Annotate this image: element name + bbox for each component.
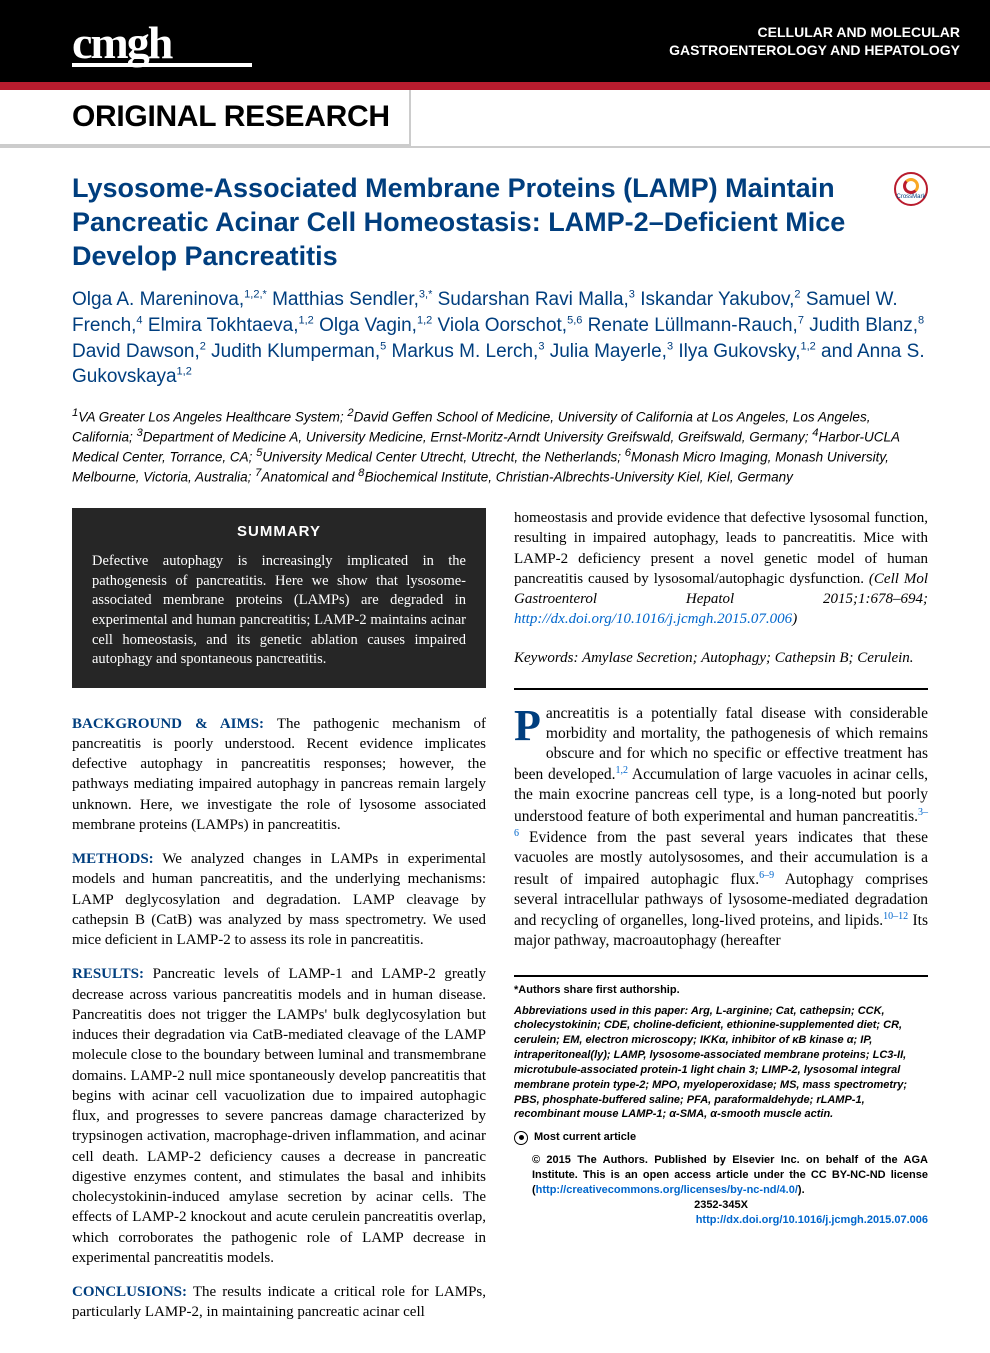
abstract-background: BACKGROUND & AIMS: The pathogenic mechan…: [72, 714, 486, 836]
most-current-icon: [514, 1131, 528, 1145]
summary-title: SUMMARY: [92, 522, 466, 542]
abbreviations: Abbreviations used in this paper: Arg, L…: [514, 1004, 928, 1123]
authors-list: Olga A. Mareninova,1,2,* Matthias Sendle…: [72, 287, 928, 390]
body-columns: SUMMARY Defective autophagy is increasin…: [72, 508, 928, 1323]
article-title: Lysosome-Associated Membrane Proteins (L…: [72, 172, 894, 273]
background-label: BACKGROUND & AIMS:: [72, 716, 264, 732]
journal-logo-wrap: cmgh: [72, 16, 252, 67]
abstract-methods: METHODS: We analyzed changes in LAMPs in…: [72, 849, 486, 950]
abbrev-text: Arg, L-arginine; Cat, cathepsin; CCK, ch…: [514, 1005, 907, 1121]
article-content: Lysosome-Associated Membrane Proteins (L…: [0, 148, 990, 1353]
journal-name: CELLULAR AND MOLECULAR GASTROENTEROLOGY …: [669, 23, 960, 59]
conclusions-continued: homeostasis and provide evidence that de…: [514, 508, 928, 630]
journal-name-line1: CELLULAR AND MOLECULAR: [669, 23, 960, 41]
crossmark-icon[interactable]: CrossMark: [894, 172, 928, 206]
section-divider: [514, 688, 928, 690]
intro-text: ancreatitis is a potentially fatal disea…: [514, 705, 928, 949]
right-column: homeostasis and provide evidence that de…: [514, 508, 928, 1323]
abstract-results: RESULTS: Pancreatic levels of LAMP-1 and…: [72, 964, 486, 1268]
crossmark-label: CrossMark: [896, 194, 925, 200]
results-text: Pancreatic levels of LAMP-1 and LAMP-2 g…: [72, 966, 486, 1266]
affiliations: 1VA Greater Los Angeles Healthcare Syste…: [72, 406, 928, 486]
background-text: The pathogenic mechanism of pancreatitis…: [72, 716, 486, 833]
red-accent-bar: [0, 82, 990, 90]
results-label: RESULTS:: [72, 966, 144, 982]
journal-header: cmgh CELLULAR AND MOLECULAR GASTROENTERO…: [0, 0, 990, 82]
conclusions-label: CONCLUSIONS:: [72, 1284, 187, 1300]
footer-divider: [514, 975, 928, 977]
crossmark-ring-icon: [903, 178, 919, 194]
conclusions-cont-text: homeostasis and provide evidence that de…: [514, 510, 928, 587]
citation-link[interactable]: http://dx.doi.org/10.1016/j.jcmgh.2015.0…: [514, 611, 792, 627]
shared-authorship-note: *Authors share first authorship.: [514, 983, 928, 998]
keywords-text: Amylase Secretion; Autophagy; Cathepsin …: [582, 650, 914, 666]
abstract-conclusions: CONCLUSIONS: The results indicate a crit…: [72, 1282, 486, 1323]
most-current-badge: Most current article: [514, 1130, 928, 1145]
issn: 2352-345X: [514, 1198, 928, 1213]
journal-name-line2: GASTROENTEROLOGY AND HEPATOLOGY: [669, 41, 960, 59]
intro-paragraph: Pancreatitis is a potentially fatal dise…: [514, 704, 928, 951]
summary-text: Defective autophagy is increasingly impl…: [92, 552, 466, 669]
section-label-wrap: ORIGINAL RESEARCH: [0, 90, 990, 148]
section-label: ORIGINAL RESEARCH: [0, 90, 411, 146]
copyright: © 2015 The Authors. Published by Elsevie…: [514, 1153, 928, 1198]
keywords: Keywords: Amylase Secretion; Autophagy; …: [514, 648, 928, 668]
title-row: Lysosome-Associated Membrane Proteins (L…: [72, 172, 928, 273]
journal-logo: cmgh: [72, 16, 252, 69]
doi-link: http://dx.doi.org/10.1016/j.jcmgh.2015.0…: [514, 1213, 928, 1228]
abbrev-label: Abbreviations used in this paper:: [514, 1005, 688, 1017]
keywords-label: Keywords:: [514, 650, 578, 666]
left-column: SUMMARY Defective autophagy is increasin…: [72, 508, 486, 1323]
methods-label: METHODS:: [72, 851, 154, 867]
summary-box: SUMMARY Defective autophagy is increasin…: [72, 508, 486, 688]
license-link[interactable]: http://creativecommons.org/licenses/by-n…: [536, 1184, 798, 1196]
most-current-label: Most current article: [534, 1130, 636, 1145]
doi-url[interactable]: http://dx.doi.org/10.1016/j.jcmgh.2015.0…: [696, 1214, 928, 1226]
dropcap: P: [514, 704, 546, 744]
footer-box: *Authors share first authorship. Abbrevi…: [514, 975, 928, 1227]
